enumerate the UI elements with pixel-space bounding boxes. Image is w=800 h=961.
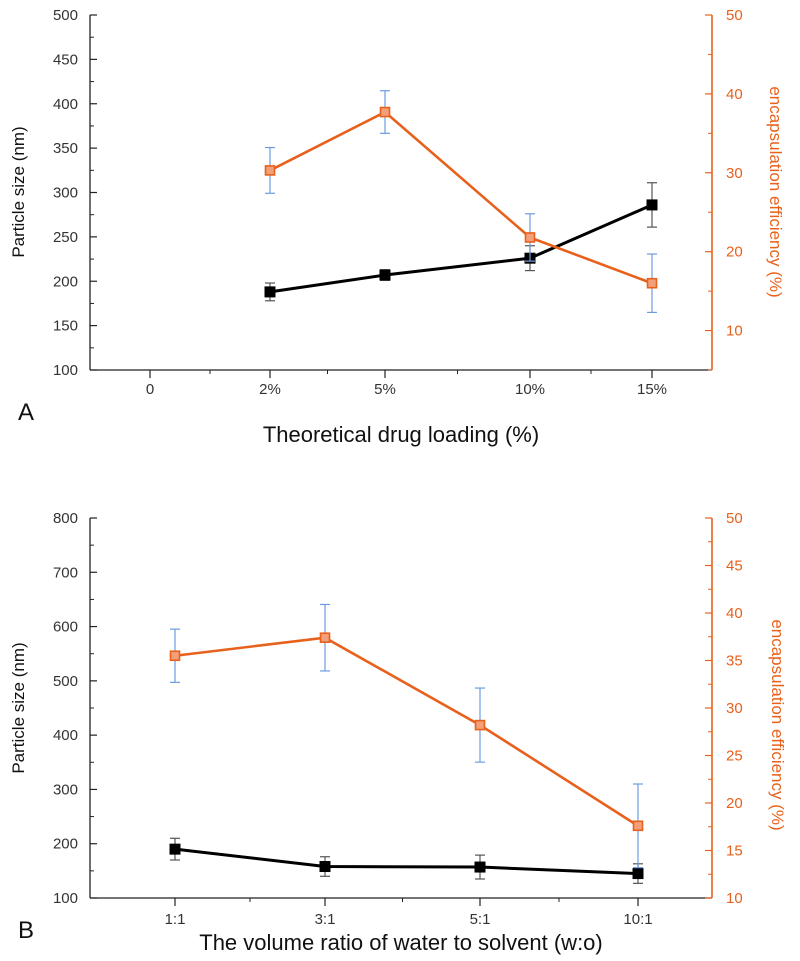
- x-tick-label: 3:1: [315, 911, 336, 928]
- panel-label: A: [18, 399, 34, 426]
- left-tick-label: 150: [53, 318, 78, 335]
- data-point: [474, 719, 486, 731]
- series-particle-size: [169, 837, 644, 884]
- x-axis-title: Theoretical drug loading (%): [263, 422, 539, 447]
- data-point: [379, 106, 391, 118]
- right-tick-label: 50: [726, 7, 743, 24]
- data-point: [646, 199, 658, 211]
- left-tick-label: 500: [53, 673, 78, 690]
- left-tick-label: 250: [53, 229, 78, 246]
- left-tick-label: 300: [53, 185, 78, 202]
- series-line: [269, 203, 653, 294]
- y-axis-title: Particle size (nm): [9, 126, 28, 257]
- left-tick-label: 350: [53, 140, 78, 157]
- right-axis-title: encapsulation efficiency (%): [766, 86, 785, 297]
- left-tick-label: 100: [53, 890, 78, 907]
- data-point: [319, 861, 331, 873]
- right-tick-label: 30: [726, 700, 743, 717]
- chart-panel-b: 100 200 300 400 500 600 700 800 10 15 20 25 30 35 40 45…: [9, 510, 787, 955]
- x-axis-title: The volume ratio of water to solvent (w:…: [199, 930, 603, 955]
- right-tick-label: 10: [726, 323, 743, 340]
- panel-label: B: [18, 917, 34, 944]
- x-tick-label: 5:1: [470, 911, 491, 928]
- left-tick-label: 400: [53, 96, 78, 113]
- data-point: [524, 232, 536, 243]
- x-tick-label: 0: [146, 381, 154, 398]
- right-tick-label: 30: [726, 165, 743, 182]
- series-encapsulation-efficiency: [264, 90, 658, 314]
- x-tick-label: 1:1: [165, 911, 186, 928]
- right-tick-label: 50: [726, 510, 743, 527]
- right-tick-label: 40: [726, 86, 743, 103]
- x-tick-label: 15%: [637, 381, 667, 398]
- x-tick-label: 10:1: [623, 911, 652, 928]
- data-point: [646, 277, 658, 289]
- left-tick-label: 400: [53, 727, 78, 744]
- data-point: [474, 861, 486, 873]
- series-particle-size: [264, 182, 658, 302]
- right-axis-title: encapsulation efficiency (%): [768, 619, 787, 830]
- series-line: [174, 636, 639, 827]
- series-encapsulation-efficiency: [169, 603, 644, 869]
- data-point: [379, 269, 391, 281]
- x-tick-label: 10%: [515, 381, 545, 398]
- data-point: [264, 165, 276, 176]
- left-tick-label: 300: [53, 781, 78, 798]
- data-point: [169, 650, 181, 662]
- y-axis-title: Particle size (nm): [9, 642, 28, 773]
- left-tick-label: 800: [53, 510, 78, 527]
- data-point: [169, 843, 181, 855]
- data-point: [264, 286, 276, 298]
- right-tick-label: 20: [726, 244, 743, 261]
- right-tick-label: 10: [726, 890, 743, 907]
- left-tick-label: 600: [53, 619, 78, 636]
- right-tick-label: 20: [726, 795, 743, 812]
- data-point: [632, 868, 644, 880]
- left-tick-label: 100: [53, 362, 78, 379]
- series-line: [174, 847, 639, 876]
- right-tick-label: 35: [726, 653, 743, 670]
- left-tick-label: 200: [53, 273, 78, 290]
- x-tick-label: 5%: [374, 381, 396, 398]
- right-tick-label: 40: [726, 605, 743, 622]
- right-tick-label: 25: [726, 748, 743, 765]
- left-tick-label: 450: [53, 51, 78, 68]
- series-line: [269, 110, 653, 285]
- right-tick-label: 45: [726, 558, 743, 575]
- right-tick-label: 15: [726, 843, 743, 860]
- left-tick-label: 700: [53, 564, 78, 581]
- data-point: [632, 820, 644, 832]
- left-tick-label: 200: [53, 836, 78, 853]
- data-point: [319, 632, 331, 644]
- left-tick-label: 500: [53, 7, 78, 24]
- x-tick-label: 2%: [259, 381, 281, 398]
